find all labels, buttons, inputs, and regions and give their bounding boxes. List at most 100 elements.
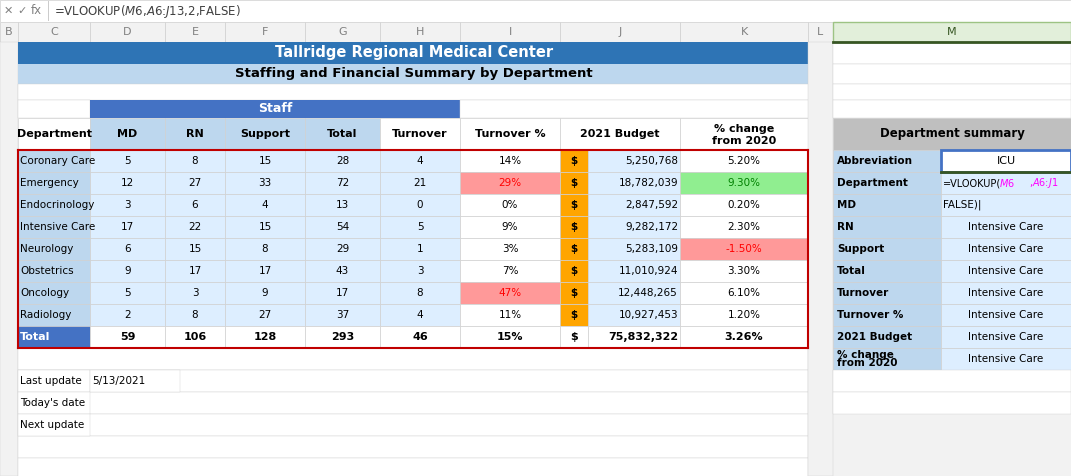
- Text: G: G: [338, 27, 347, 37]
- Bar: [833, 326, 941, 348]
- Bar: [18, 22, 90, 42]
- Text: Intensive Care: Intensive Care: [968, 310, 1043, 320]
- Bar: [680, 118, 808, 150]
- Text: Coronary Care: Coronary Care: [20, 156, 95, 166]
- Text: 6.10%: 6.10%: [727, 288, 760, 298]
- Text: ICU: ICU: [996, 156, 1015, 166]
- Text: Staffing and Financial Summary by Department: Staffing and Financial Summary by Depart…: [236, 68, 593, 80]
- Text: -1.50%: -1.50%: [726, 244, 763, 254]
- Bar: [461, 216, 560, 238]
- Text: 128: 128: [254, 332, 276, 342]
- Text: $: $: [571, 222, 577, 232]
- Text: 293: 293: [331, 332, 355, 342]
- Bar: [225, 22, 305, 42]
- Text: 2,847,592: 2,847,592: [624, 200, 678, 210]
- Text: $M$6: $M$6: [999, 177, 1015, 189]
- Text: $: $: [571, 310, 577, 320]
- Text: Abbreviation: Abbreviation: [838, 156, 912, 166]
- Bar: [305, 216, 380, 238]
- Bar: [90, 326, 165, 348]
- Bar: [560, 260, 588, 282]
- Text: 4: 4: [261, 200, 269, 210]
- Bar: [165, 260, 225, 282]
- Bar: [18, 84, 810, 100]
- Text: E: E: [192, 27, 198, 37]
- Bar: [560, 238, 588, 260]
- Text: 17: 17: [258, 266, 272, 276]
- Text: 8: 8: [417, 288, 423, 298]
- Bar: [305, 326, 380, 348]
- Bar: [165, 216, 225, 238]
- Text: 27: 27: [258, 310, 272, 320]
- Bar: [461, 260, 560, 282]
- Text: H: H: [416, 27, 424, 37]
- Text: 0: 0: [417, 200, 423, 210]
- Bar: [18, 436, 808, 458]
- Text: ✓: ✓: [17, 6, 27, 16]
- Text: 4: 4: [417, 310, 423, 320]
- Bar: [225, 172, 305, 194]
- Bar: [165, 194, 225, 216]
- Bar: [305, 118, 380, 150]
- Text: K: K: [740, 27, 748, 37]
- Bar: [90, 282, 165, 304]
- Bar: [588, 172, 680, 194]
- Text: 5: 5: [417, 222, 423, 232]
- Bar: [90, 304, 165, 326]
- Bar: [941, 348, 1071, 370]
- Text: 2.30%: 2.30%: [727, 222, 760, 232]
- Text: RN: RN: [838, 222, 854, 232]
- Bar: [0, 22, 18, 42]
- Bar: [560, 150, 588, 172]
- Text: Turnover %: Turnover %: [838, 310, 903, 320]
- Bar: [225, 326, 305, 348]
- Text: Total: Total: [20, 332, 50, 342]
- Text: Intensive Care: Intensive Care: [968, 288, 1043, 298]
- Text: % change: % change: [714, 124, 774, 134]
- Bar: [18, 118, 90, 150]
- Bar: [560, 194, 588, 216]
- Bar: [560, 118, 680, 150]
- Text: J: J: [618, 27, 621, 37]
- Bar: [680, 282, 808, 304]
- Text: 6: 6: [192, 200, 198, 210]
- Text: 27: 27: [188, 178, 201, 188]
- Bar: [305, 172, 380, 194]
- Text: 0.20%: 0.20%: [727, 200, 760, 210]
- Bar: [380, 260, 461, 282]
- Text: 0%: 0%: [502, 200, 518, 210]
- Text: 5/13/2021: 5/13/2021: [92, 376, 146, 386]
- Text: RN: RN: [186, 129, 203, 139]
- Text: 2021 Budget: 2021 Budget: [838, 332, 912, 342]
- Bar: [90, 260, 165, 282]
- Text: Last update: Last update: [20, 376, 81, 386]
- Bar: [833, 42, 1071, 64]
- Bar: [941, 172, 1071, 194]
- Text: Support: Support: [240, 129, 290, 139]
- Text: 10,927,453: 10,927,453: [618, 310, 678, 320]
- Text: 29%: 29%: [498, 178, 522, 188]
- Bar: [165, 172, 225, 194]
- Text: 5,283,109: 5,283,109: [625, 244, 678, 254]
- Bar: [18, 238, 90, 260]
- Bar: [833, 172, 941, 194]
- Text: 17: 17: [188, 266, 201, 276]
- Text: 22: 22: [188, 222, 201, 232]
- Text: 2: 2: [124, 310, 131, 320]
- Text: 8: 8: [192, 156, 198, 166]
- Bar: [680, 326, 808, 348]
- Text: 15: 15: [258, 222, 272, 232]
- Bar: [833, 118, 1071, 150]
- Bar: [833, 22, 1071, 42]
- Bar: [18, 348, 808, 370]
- Text: 3.26%: 3.26%: [725, 332, 764, 342]
- Bar: [560, 172, 588, 194]
- Bar: [461, 238, 560, 260]
- Text: Turnover: Turnover: [838, 288, 889, 298]
- Text: Department: Department: [838, 178, 908, 188]
- Bar: [18, 42, 810, 476]
- Text: 72: 72: [336, 178, 349, 188]
- Bar: [588, 238, 680, 260]
- Bar: [588, 216, 680, 238]
- Bar: [305, 22, 380, 42]
